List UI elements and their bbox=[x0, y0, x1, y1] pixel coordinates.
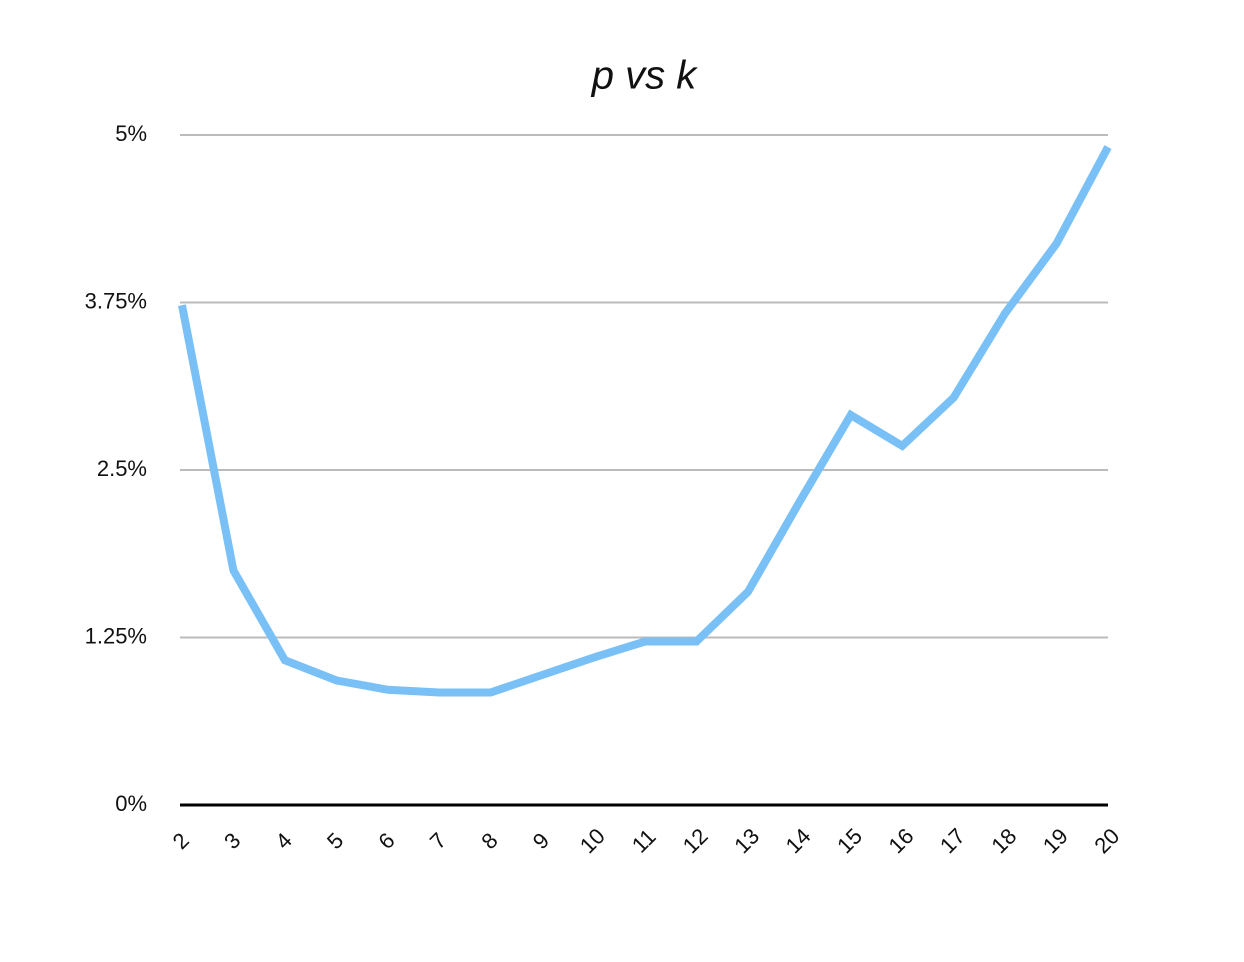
x-tick-label: 13 bbox=[729, 823, 764, 858]
x-tick-label: 2 bbox=[168, 828, 194, 854]
x-tick-label: 17 bbox=[935, 823, 970, 858]
x-tick-label: 20 bbox=[1089, 823, 1124, 858]
x-tick-label: 9 bbox=[528, 828, 554, 854]
data-line bbox=[178, 145, 1112, 697]
x-tick-label: 8 bbox=[476, 828, 502, 854]
x-tick-label: 14 bbox=[781, 823, 816, 858]
x-tick-label: 3 bbox=[219, 828, 245, 854]
y-tick-label: 1.25% bbox=[85, 623, 147, 648]
y-tick-label: 3.75% bbox=[85, 288, 147, 313]
chart-title: p vs k bbox=[591, 54, 698, 98]
x-tick-label: 16 bbox=[884, 823, 919, 858]
y-tick-label: 0% bbox=[115, 791, 147, 816]
x-tick-label: 19 bbox=[1038, 823, 1073, 858]
y-tick-label: 2.5% bbox=[97, 456, 147, 481]
x-tick-label: 10 bbox=[575, 823, 610, 858]
x-tick-label: 15 bbox=[832, 823, 867, 858]
x-tick-label: 7 bbox=[425, 828, 451, 854]
y-tick-label: 5% bbox=[115, 121, 147, 146]
x-tick-label: 6 bbox=[373, 828, 399, 854]
x-tick-label: 12 bbox=[678, 823, 713, 858]
x-tick-label: 11 bbox=[627, 824, 661, 858]
x-tick-label: 5 bbox=[322, 828, 348, 854]
x-tick-label: 4 bbox=[271, 828, 297, 854]
x-tick-label: 18 bbox=[986, 823, 1021, 858]
